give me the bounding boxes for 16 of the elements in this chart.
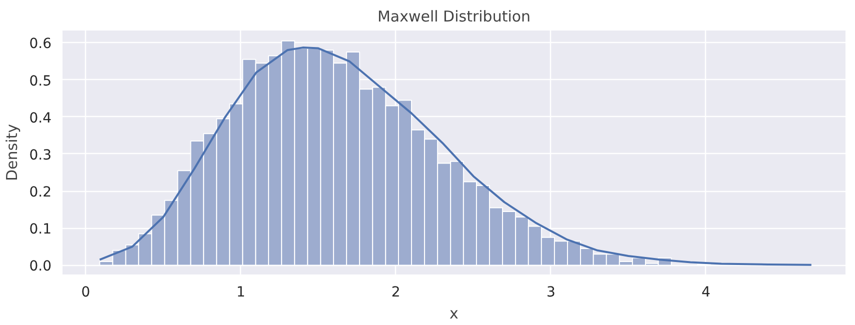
x-tick-label: 4 xyxy=(702,284,710,300)
y-tick-label: 0.6 xyxy=(29,36,52,52)
line-series xyxy=(98,46,812,266)
y-tick-label: 0.4 xyxy=(29,110,52,126)
y-axis-title: Density xyxy=(3,124,22,182)
y-tick-label: 0.1 xyxy=(29,222,52,238)
x-tick-label: 3 xyxy=(546,284,556,300)
y-tick-label: 0.0 xyxy=(29,258,52,275)
y-tick-label: 0.2 xyxy=(29,184,52,201)
x-tick-label: 1 xyxy=(236,284,246,300)
x-tick-label: 2 xyxy=(391,284,400,300)
x-tick-label: 0 xyxy=(81,284,90,300)
y-tick-label: 0.3 xyxy=(29,147,52,164)
chart-title: Maxwell Distribution xyxy=(377,8,531,26)
y-tick-label: 0.5 xyxy=(29,73,52,90)
x-axis-title: x xyxy=(450,304,459,322)
